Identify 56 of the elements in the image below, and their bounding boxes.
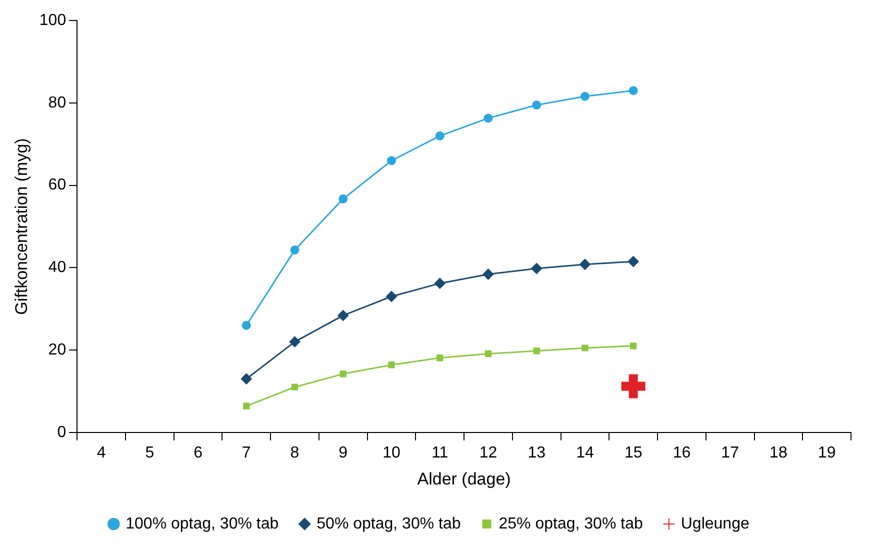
point bbox=[434, 278, 446, 289]
point bbox=[579, 258, 590, 270]
point bbox=[289, 336, 300, 348]
point bbox=[484, 114, 493, 123]
x-tick-label: 17 bbox=[721, 444, 740, 462]
point bbox=[482, 268, 494, 280]
point bbox=[386, 156, 396, 166]
point bbox=[630, 342, 637, 350]
point bbox=[338, 194, 348, 204]
legend-label: 25% optag, 30% tab bbox=[498, 515, 643, 532]
x-tick-label: 6 bbox=[194, 444, 203, 462]
legend-label: 100% optag, 30% tab bbox=[126, 515, 279, 532]
point bbox=[291, 384, 298, 390]
x-tick-label: 19 bbox=[818, 444, 836, 462]
point bbox=[580, 92, 590, 101]
point bbox=[242, 320, 251, 330]
x-tick-label: 4 bbox=[96, 444, 106, 462]
x-tick-label: 11 bbox=[432, 444, 448, 462]
y-tick-label: 40 bbox=[48, 259, 66, 276]
x-tick-label: 12 bbox=[479, 444, 498, 462]
x-tick-label: 7 bbox=[242, 444, 251, 462]
point bbox=[628, 256, 639, 268]
x-tick-label: 5 bbox=[145, 444, 154, 462]
legend-label: 50% optag, 30% tab bbox=[316, 515, 461, 532]
point bbox=[388, 362, 395, 368]
x-tick-label: 14 bbox=[576, 444, 594, 462]
legend-label: Ugleunge bbox=[680, 515, 750, 532]
x-tick-label: 9 bbox=[338, 444, 348, 462]
point bbox=[386, 291, 397, 302]
y-tick-label: 80 bbox=[48, 94, 66, 112]
point bbox=[484, 350, 492, 358]
x-tick-label: 13 bbox=[528, 444, 546, 462]
y-tick-label: 60 bbox=[48, 176, 66, 194]
point bbox=[582, 344, 588, 352]
point bbox=[531, 263, 542, 274]
y-tick-label: 100 bbox=[39, 12, 66, 30]
x-tick-label: 10 bbox=[382, 444, 400, 462]
point bbox=[628, 86, 638, 96]
x-tick-label: 18 bbox=[770, 444, 788, 462]
point bbox=[338, 310, 349, 321]
point bbox=[532, 100, 542, 110]
point bbox=[435, 131, 444, 140]
x-axis-title: Alder (dage) bbox=[417, 469, 511, 488]
y-axis-title: Giftkoncentration (myg) bbox=[12, 138, 31, 315]
point bbox=[621, 374, 646, 398]
point bbox=[243, 402, 250, 410]
point bbox=[240, 373, 252, 384]
point bbox=[533, 348, 540, 354]
y-tick-label: 20 bbox=[48, 341, 66, 358]
x-tick-label: 15 bbox=[624, 444, 642, 462]
y-tick-label: 0 bbox=[57, 424, 66, 441]
point bbox=[290, 245, 300, 254]
point bbox=[340, 370, 346, 378]
x-tick-label: 16 bbox=[672, 444, 691, 462]
x-tick-label: 8 bbox=[290, 444, 300, 462]
point bbox=[436, 354, 444, 362]
